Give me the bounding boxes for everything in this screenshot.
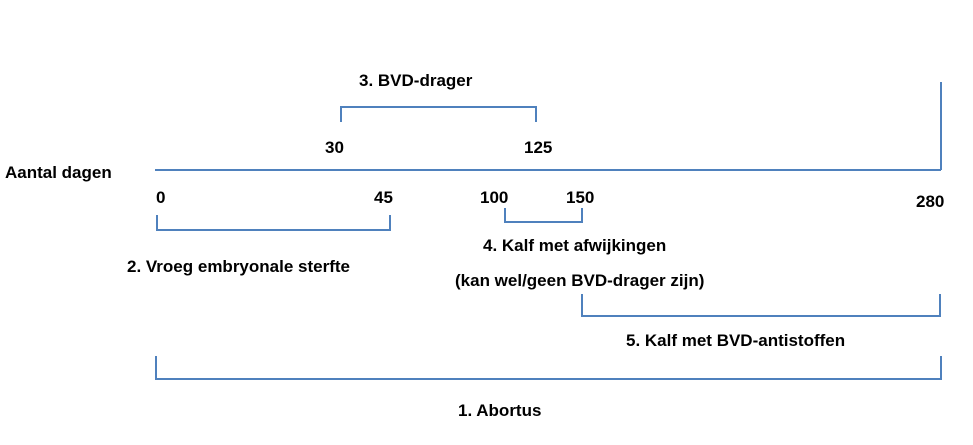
period-label-kalf-met-afwijkingen: 4. Kalf met afwijkingen xyxy=(483,236,666,255)
tick-label-0: 0 xyxy=(156,188,165,207)
timeline-axis xyxy=(155,82,942,171)
period-label-abortus: 1. Abortus xyxy=(458,401,541,420)
kalf-met-bvd-antistoffen-bracket xyxy=(581,294,941,317)
period-brackets xyxy=(155,106,942,380)
tick-label-280: 280 xyxy=(916,192,944,211)
period-label-bvd-drager: 3. BVD-drager xyxy=(359,71,473,90)
period-sublabel-kalf-met-afwijkingen: (kan wel/geen BVD-drager zijn) xyxy=(455,271,704,290)
tick-label-125: 125 xyxy=(524,138,552,157)
kalf-met-afwijkingen-bracket xyxy=(504,208,583,223)
tick-label-30: 30 xyxy=(325,138,344,157)
abortus-bracket xyxy=(155,356,942,380)
period-label-vroeg-embryonale-sterfte: 2. Vroeg embryonale sterfte xyxy=(127,257,350,276)
vroeg-embryonale-sterfte-bracket xyxy=(156,215,391,231)
bvd-drager-bracket xyxy=(340,106,537,122)
period-labels: 3. BVD-drager 2. Vroeg embryonale sterft… xyxy=(127,71,845,420)
tick-label-150: 150 xyxy=(566,188,594,207)
period-label-kalf-met-bvd-antistoffen: 5. Kalf met BVD-antistoffen xyxy=(626,331,845,350)
tick-label-100: 100 xyxy=(480,188,508,207)
day-tick-labels: 0 30 45 100 125 150 280 xyxy=(156,138,944,211)
axis-title: Aantal dagen xyxy=(5,163,112,182)
tick-label-45: 45 xyxy=(374,188,393,207)
